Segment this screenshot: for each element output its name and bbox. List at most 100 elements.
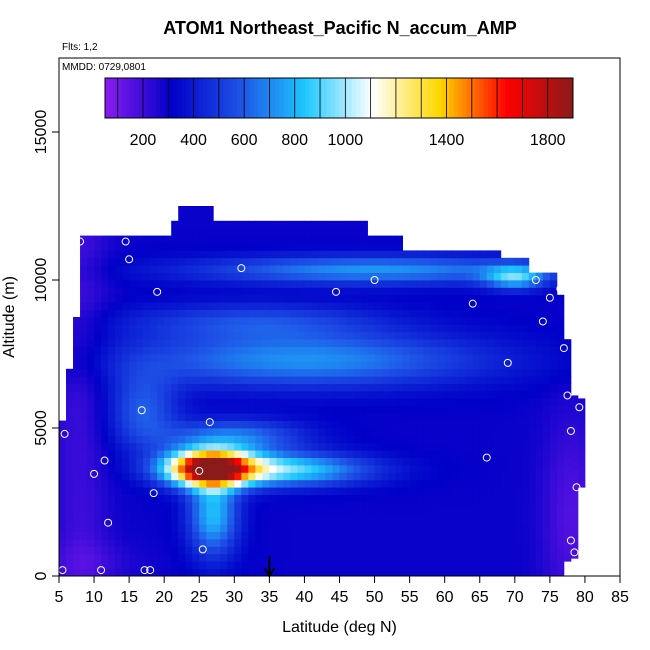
heatmap-cell <box>395 257 404 266</box>
heatmap-cell <box>241 383 249 392</box>
heatmap-cell <box>101 339 109 347</box>
heatmap-cell <box>437 516 446 525</box>
colorbar-segment <box>492 78 497 118</box>
colorbar-segment <box>368 78 374 118</box>
heatmap-cell <box>311 398 319 407</box>
heatmap-cell <box>374 243 382 251</box>
heatmap-cell <box>234 472 242 481</box>
x-tick-label: 15 <box>120 589 138 606</box>
heatmap-cell <box>563 509 572 518</box>
heatmap-cell <box>493 502 502 510</box>
heatmap-cell <box>374 339 382 347</box>
heatmap-cell <box>409 302 418 310</box>
heatmap-cell <box>465 257 474 266</box>
heatmap-cell <box>80 539 88 547</box>
heatmap-cell <box>479 391 488 399</box>
heatmap-cell <box>416 265 425 273</box>
heatmap-cell <box>570 543 579 552</box>
heatmap-cell <box>402 553 411 562</box>
heatmap-cell <box>199 568 207 577</box>
heatmap-cell <box>486 435 495 444</box>
heatmap-cell <box>416 509 425 518</box>
heatmap-cell <box>437 487 446 495</box>
heatmap-cell <box>318 354 326 362</box>
heatmap-cell <box>374 302 382 310</box>
heatmap-cell <box>227 435 235 444</box>
heatmap-cell <box>486 531 495 540</box>
heatmap-cell <box>514 398 523 407</box>
heatmap-cell <box>346 494 354 503</box>
heatmap-cell <box>213 339 221 347</box>
heatmap-cell <box>143 428 151 436</box>
heatmap-cell <box>171 265 179 273</box>
heatmap-cell <box>332 568 340 577</box>
heatmap-cell <box>486 509 495 518</box>
heatmap-cell <box>255 420 263 429</box>
heatmap-cell <box>143 398 151 407</box>
heatmap-cell <box>388 494 396 503</box>
heatmap-cell <box>486 472 495 481</box>
heatmap-cell <box>255 413 263 421</box>
heatmap-cell <box>444 531 453 540</box>
heatmap-cell <box>241 553 249 562</box>
heatmap-cell <box>192 391 200 399</box>
heatmap-cell <box>283 457 291 466</box>
heatmap-cell <box>416 339 425 347</box>
heatmap-cell <box>171 376 179 384</box>
heatmap-cell <box>66 509 74 518</box>
heatmap-cell <box>395 302 404 310</box>
heatmap-cell <box>150 479 158 488</box>
heatmap-cell <box>472 413 481 421</box>
heatmap-cell <box>325 235 333 244</box>
heatmap-cell <box>297 257 305 266</box>
heatmap-cell <box>339 553 347 562</box>
heatmap-cell <box>423 420 432 429</box>
heatmap-cell <box>318 442 326 451</box>
heatmap-cell <box>87 479 95 488</box>
heatmap-cell <box>416 361 425 370</box>
heatmap-cell <box>423 391 432 399</box>
heatmap-cell <box>199 428 207 436</box>
heatmap-cell <box>297 428 305 436</box>
heatmap-cell <box>108 243 116 251</box>
heatmap-cell <box>87 509 95 518</box>
heatmap-cell <box>171 546 179 555</box>
heatmap-cell <box>297 339 305 347</box>
heatmap-cell <box>164 391 172 399</box>
heatmap-cell <box>178 376 186 384</box>
heatmap-cell <box>360 502 368 510</box>
heatmap-cell <box>290 376 298 384</box>
heatmap-cell <box>94 257 102 266</box>
heatmap-cell <box>122 398 130 407</box>
heatmap-cell <box>213 361 221 370</box>
heatmap-cell <box>157 250 165 259</box>
heatmap-cell <box>367 457 375 466</box>
heatmap-cell <box>59 420 67 429</box>
heatmap-cell <box>276 265 284 273</box>
heatmap-cell <box>283 487 291 495</box>
heatmap-cell <box>500 331 509 340</box>
heatmap-cell <box>451 294 460 303</box>
heatmap-cell <box>283 465 291 473</box>
heatmap-cell <box>437 420 446 429</box>
colorbar-segment <box>534 78 540 118</box>
heatmap-cell <box>409 265 418 273</box>
heatmap-cell <box>500 265 509 273</box>
heatmap-cell <box>143 487 151 495</box>
heatmap-cell <box>430 383 439 392</box>
heatmap-cell <box>248 302 256 310</box>
colorbar-tick-label: 600 <box>231 132 258 149</box>
heatmap-cell <box>507 435 516 444</box>
heatmap-cell <box>101 391 109 399</box>
heatmap-cell <box>269 472 277 481</box>
heatmap-cell <box>304 524 312 532</box>
heatmap-cell <box>199 531 207 540</box>
heatmap-cell <box>290 309 298 318</box>
heatmap-cell <box>290 391 298 399</box>
colorbar-segment <box>194 78 200 118</box>
heatmap-cell <box>73 539 81 547</box>
heatmap-cell <box>430 539 439 547</box>
heatmap-cell <box>290 472 298 481</box>
heatmap-cell <box>136 524 144 532</box>
heatmap-cell <box>472 502 481 510</box>
